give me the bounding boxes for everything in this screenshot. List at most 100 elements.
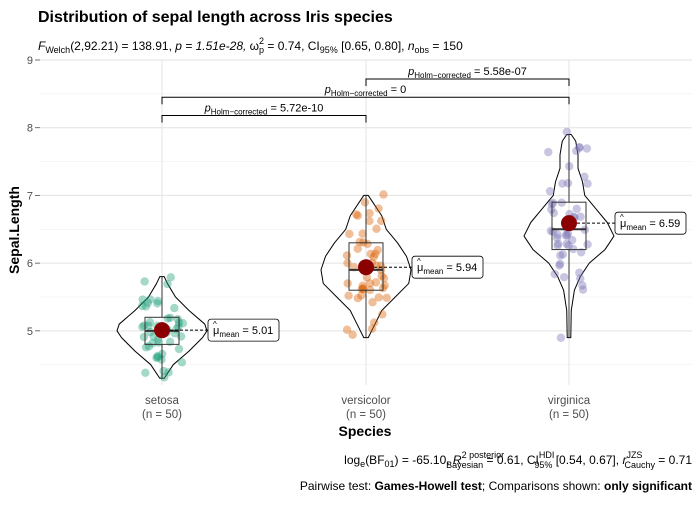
data-point (141, 302, 151, 311)
mean-label-hat: ^ (417, 257, 421, 266)
caption-pairwise-shown: only significant (604, 479, 692, 493)
caption-bayes: loge(BF01) = -65.10, R2 posterior Bayesia… (344, 450, 692, 470)
x-tick-label: versicolor (341, 395, 390, 407)
data-point (372, 224, 381, 233)
pairwise-label-sub: Holm−corrected (331, 89, 388, 98)
pairwise-label-p: p (407, 66, 414, 78)
y-axis: 5 6 7 8 9 (27, 55, 40, 338)
mean-point (154, 322, 170, 339)
x-tick-n-label: (n = 50) (142, 409, 182, 421)
data-point (550, 269, 559, 279)
data-point (553, 241, 562, 250)
x-axis: setosa (n = 50) versicolor (n = 50) virginic… (142, 395, 591, 421)
data-point (583, 179, 592, 188)
data-point (379, 190, 388, 199)
y-tick-label: 6 (27, 258, 33, 270)
data-point (556, 333, 566, 342)
data-point (563, 229, 573, 238)
caption-r: R (453, 453, 462, 467)
pairwise-label-value: = 5.58e-07 (471, 66, 527, 78)
mean-label-value: = 6.59 (646, 218, 680, 230)
x-tick-label: virginica (548, 395, 591, 407)
data-point (148, 339, 157, 348)
data-point (559, 272, 569, 282)
pairwise-label-p: p (324, 84, 331, 96)
caption-bf-value: ) = -65.10, (395, 453, 453, 467)
data-point (152, 353, 161, 363)
data-point (166, 313, 175, 323)
data-point (371, 278, 381, 287)
mean-label-hat: ^ (620, 213, 624, 222)
data-point (153, 351, 162, 361)
data-point (549, 208, 559, 218)
data-point (174, 322, 183, 331)
data-point (358, 281, 367, 290)
data-point (164, 368, 173, 377)
data-point (363, 239, 372, 249)
subtitle-omega: ω (250, 39, 259, 53)
pairwise-label: pHolm−corrected = 5.72e-10 (204, 103, 324, 117)
subtitle-f-args: (2,92.21) = 138.91, (70, 39, 175, 53)
pairwise-label: pHolm−corrected = 5.58e-07 (407, 66, 527, 80)
subtitle-n-text: = 150 (429, 39, 463, 53)
caption-pairwise-middle: ; Comparisons shown: (482, 479, 604, 493)
box-versicolor (348, 242, 384, 291)
data-point (380, 281, 389, 290)
x-tick-n-label: (n = 50) (346, 409, 386, 421)
mean-label-mu: μ (620, 218, 626, 230)
data-point (576, 274, 585, 283)
caption-ci-value: [0.54, 0.67], (552, 453, 622, 467)
data-point (562, 239, 571, 249)
pairwise-label-sub: Holm−corrected (211, 108, 268, 117)
data-point (552, 233, 562, 243)
data-point (377, 216, 386, 226)
mean-label-sub: mean (219, 330, 239, 339)
data-point (344, 291, 353, 300)
mean-label-sub: mean (626, 223, 646, 232)
data-point (569, 244, 578, 254)
data-point (166, 273, 175, 282)
data-point (582, 144, 592, 153)
data-point (377, 271, 386, 281)
data-point (353, 211, 363, 220)
data-point (343, 279, 352, 288)
subtitle-n-sub: obs (415, 45, 430, 55)
subtitle-effect-text: = 0.74, CI (264, 39, 320, 53)
pairwise-label-value: = 0 (388, 84, 407, 96)
data-point (555, 261, 564, 270)
data-point (362, 273, 372, 282)
x-tick-label: setosa (145, 395, 179, 407)
violin-versicolor (320, 194, 412, 339)
data-point (174, 344, 184, 354)
data-point (370, 318, 379, 327)
data-point (342, 325, 352, 334)
data-point (353, 294, 363, 303)
data-point (382, 293, 391, 303)
caption-log: log (344, 453, 360, 467)
x-tick-n-label: (n = 50) (549, 409, 589, 421)
box-virginica (551, 201, 587, 251)
data-point (159, 366, 168, 376)
caption-rc-value: = 0.71 (655, 453, 692, 467)
data-point (153, 299, 162, 308)
mean-label-sub: mean (423, 267, 443, 276)
data-point (374, 293, 384, 302)
caption-log-sub: e (360, 459, 365, 469)
pairwise-label-p: p (204, 103, 211, 115)
data-point (572, 204, 581, 214)
caption-rc-sup: JZS (626, 450, 642, 460)
caption-pairwise-test: Games-Howell test (375, 479, 482, 493)
subtitle-p: p = 1.51e-28, (174, 39, 249, 53)
caption-pairwise: Pairwise test: Games-Howell test; Compar… (300, 479, 692, 493)
caption-r-sub: Bayesian (446, 460, 483, 470)
mean-label-hat: ^ (213, 320, 217, 329)
data-point (561, 231, 570, 240)
caption-r-sup: 2 posterior (462, 450, 505, 460)
data-point (366, 249, 375, 259)
data-point (379, 274, 389, 283)
mean-point (561, 215, 577, 232)
data-point (170, 303, 179, 313)
caption-bf-sub: 01 (385, 459, 395, 469)
data-point (367, 324, 377, 333)
mean-label-mu: μ (213, 325, 219, 337)
